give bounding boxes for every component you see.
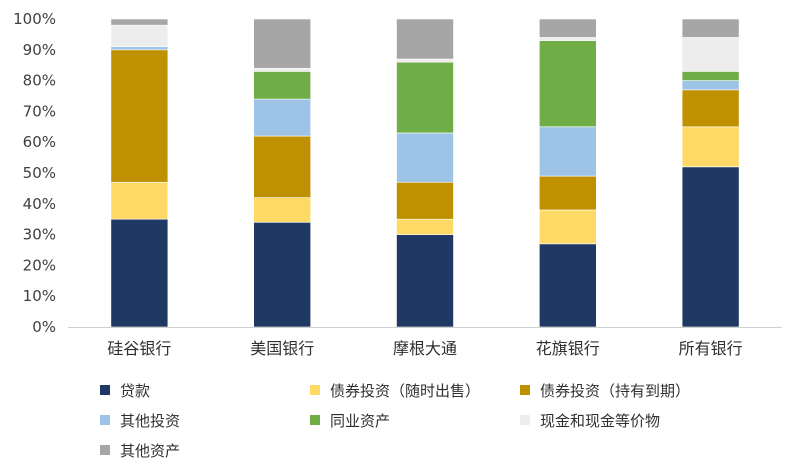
legend-swatch [520,385,530,395]
bar-segment [253,71,311,100]
y-tick-label: 90% [23,41,56,59]
legend-label: 现金和现金等价物 [540,411,661,430]
legend-item: 现金和现金等价物 [520,410,770,430]
y-tick-labels: 0% 10% 20% 30% 40% 50% 60% 70% 80% 90% 100% [13,10,56,336]
bar-segment [110,24,169,48]
bar-segment [396,181,454,220]
bar-segment [253,98,311,137]
bar-segment [538,37,597,41]
bar-segment [396,58,454,63]
bar-segment [538,18,597,38]
bar-segment [110,181,169,220]
bar-segment [110,49,169,183]
legend-swatch [310,385,320,395]
legend-item: 贷款 [100,380,310,400]
stacked-bar-chart: 0% 10% 20% 30% 40% 50% 60% 70% 80% 90% 100% 硅谷银行 美国… [13,10,782,358]
legend-item: 同业资产 [310,410,520,430]
y-tick-label: 100% [13,10,56,28]
bar-segment [396,132,454,183]
bar-segment [253,18,311,69]
legend-swatch [100,385,110,395]
y-tick-label: 0% [32,318,56,336]
legend: 贷款 债券投资（随时出售） 债券投资（持有到期） 其他投资 同业资产 现金和现金等价物其他… [100,380,790,460]
bars-layer [110,18,740,328]
bar-segment [110,218,169,328]
bar-segment [681,166,740,328]
legend-label: 其他资产 [120,441,181,460]
bar-segment [681,80,740,91]
bar-segment [396,18,454,60]
legend-item: 其他投资 [100,410,310,430]
x-category-labels: 硅谷银行 美国银行 摩根大通 花旗银行 所有银行 [107,339,742,358]
bar-segment [681,89,740,128]
bar-segment [538,40,597,128]
legend-swatch [100,445,110,455]
bar-segment [538,175,597,211]
legend-label: 债券投资（持有到期） [540,381,691,400]
bar-segment [110,18,169,26]
bar-segment [253,221,311,328]
bar-segment [681,18,740,38]
legend-label: 贷款 [120,381,151,400]
y-tick-label: 70% [23,102,56,120]
bar-segment [396,218,454,235]
bar-segment [538,126,597,177]
legend-item: 债券投资（持有到期） [520,380,770,400]
bar-segment [681,126,740,168]
y-tick-label: 60% [23,133,56,151]
y-tick-label: 20% [23,256,56,274]
bar-segment [253,67,311,72]
bar-segment [253,135,311,198]
legend-item: 债券投资（随时出售） [310,380,520,400]
legend-swatch [100,415,110,425]
bar-segment [681,71,740,81]
y-tick-label: 80% [23,72,56,90]
bar-segment [396,234,454,328]
y-tick-label: 30% [23,226,56,244]
bar-segment [110,46,169,51]
x-category-label: 摩根大通 [393,339,457,358]
bar-segment [681,37,740,72]
legend-swatch [310,415,320,425]
legend-swatch [520,415,530,425]
x-category-label: 花旗银行 [536,339,600,358]
bar-segment [396,61,454,134]
legend-label: 债券投资（随时出售） [330,381,481,400]
y-tick-label: 40% [23,195,56,213]
legend-label: 其他投资 [120,411,181,430]
x-category-label: 美国银行 [250,339,314,358]
bar-segment [253,197,311,223]
x-category-label: 所有银行 [679,339,743,358]
legend-label: 同业资产 [330,411,391,430]
x-category-label: 硅谷银行 [107,339,171,358]
bar-segment [538,243,597,328]
bar-segment [538,209,597,245]
y-tick-label: 10% [23,287,56,305]
y-tick-label: 50% [23,164,56,182]
legend-item: 其他资产 [100,440,310,460]
